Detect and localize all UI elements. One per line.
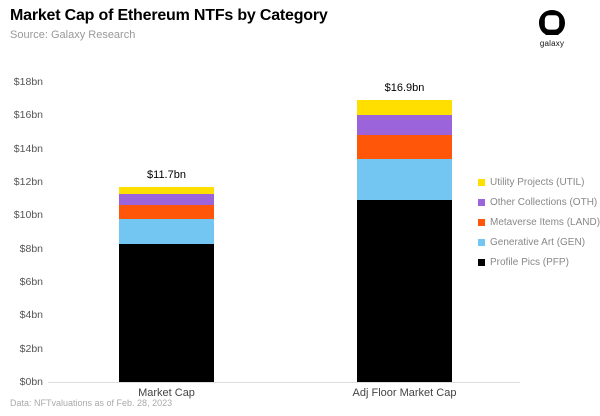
data-note: Data: NFTvaluations as of Feb. 28, 2023 <box>10 398 173 408</box>
galaxy-helmet-icon <box>530 9 574 38</box>
bar-segment-metaverse-items-land- <box>119 205 214 219</box>
y-axis: $0bn $2bn $4bn $6bn $8bn $10bn $12bn $14bn $16bn… <box>0 76 43 394</box>
bar-segment-utility-projects-util- <box>119 187 214 194</box>
bar-total-label: $16.9bn <box>384 82 425 95</box>
plot-area: $11.7bn $16.9bn <box>48 82 520 383</box>
bar-total-label: $11.7bn <box>147 169 186 181</box>
legend-swatch <box>478 258 485 266</box>
y-axis-tick-label: $4bn <box>19 309 43 322</box>
legend-swatch <box>478 178 485 186</box>
legend-item: Metaverse Items (LAND) <box>478 212 600 232</box>
bar-segment-profile-pics-pfp- <box>119 243 214 382</box>
x-axis-baseline <box>48 382 520 383</box>
y-axis-tick-label: $6bn <box>19 276 43 288</box>
legend-item: Other Collections (OTH) <box>478 192 600 212</box>
bar-segment-other-collections-oth- <box>357 115 452 136</box>
y-axis-tick-label: $8bn <box>19 242 43 255</box>
x-axis-label: Adj Floor Market Cap <box>352 387 457 399</box>
bar-segment-generative-art-gen- <box>357 158 452 201</box>
legend-item: Generative Art (GEN) <box>478 232 600 252</box>
y-axis-tick-label: $18bn <box>13 76 43 88</box>
legend-label: Profile Pics (PFP) <box>490 256 569 268</box>
galaxy-logo: galaxy <box>530 9 574 48</box>
bar-segment-utility-projects-util- <box>357 100 452 116</box>
legend-label: Metaverse Items (LAND) <box>490 216 600 228</box>
bar-segment-metaverse-items-land- <box>357 135 452 159</box>
legend-label: Other Collections (OTH) <box>490 196 598 208</box>
x-axis-label: Market Cap <box>138 387 195 399</box>
legend-label: Generative Art (GEN) <box>490 236 586 248</box>
bar-adj-floor-market-cap <box>357 100 452 382</box>
legend-swatch <box>478 218 485 226</box>
bar-market-cap <box>119 187 214 382</box>
y-axis-tick-label: $12bn <box>13 176 43 188</box>
legend-label: Utility Projects (UTIL) <box>490 176 585 188</box>
y-axis-tick-label: $10bn <box>13 209 43 222</box>
bar-segment-generative-art-gen- <box>119 218 214 244</box>
legend: Utility Projects (UTIL) Other Collections… <box>478 172 600 272</box>
chart-source: Source: Galaxy Research <box>10 29 136 41</box>
chart-title: Market Cap of Ethereum NTFs by Category <box>10 7 328 24</box>
bar-segment-other-collections-oth- <box>119 193 214 206</box>
legend-item: Profile Pics (PFP) <box>478 252 600 272</box>
legend-swatch <box>478 198 485 206</box>
y-axis-tick-label: $14bn <box>13 142 43 155</box>
bar-segment-profile-pics-pfp- <box>357 200 452 382</box>
legend-item: Utility Projects (UTIL) <box>478 172 600 192</box>
y-axis-tick-label: $16bn <box>13 109 43 122</box>
y-axis-tick-label: $2bn <box>19 342 43 355</box>
legend-swatch <box>478 238 485 246</box>
y-axis-tick-label: $0bn <box>19 376 43 388</box>
galaxy-logo-text: galaxy <box>539 39 565 48</box>
